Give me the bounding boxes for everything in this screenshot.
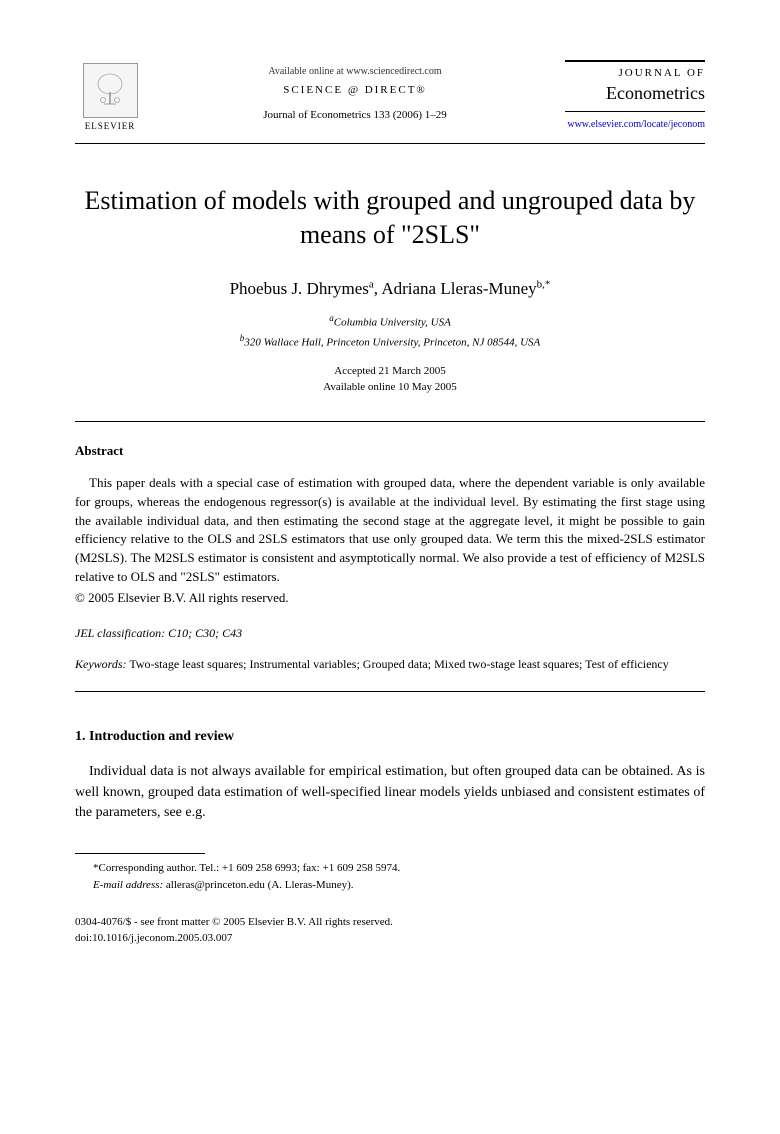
- corresponding-author-note: *Corresponding author. Tel.: +1 609 258 …: [75, 860, 705, 877]
- journal-title-box: JOURNAL OF Econometrics www.elsevier.com…: [565, 60, 705, 132]
- doi-line: doi:10.1016/j.jeconom.2005.03.007: [75, 931, 705, 946]
- publisher-name: ELSEVIER: [85, 120, 136, 133]
- abstract-copyright: © 2005 Elsevier B.V. All rights reserved…: [75, 589, 705, 607]
- section-1-heading: 1. Introduction and review: [75, 727, 705, 747]
- available-online-text: Available online at www.sciencedirect.co…: [145, 65, 565, 79]
- header-divider: [75, 143, 705, 144]
- keywords-line: Keywords: Two-stage least squares; Instr…: [75, 656, 705, 673]
- sd-text-1: SCIENCE: [283, 84, 343, 96]
- author-2-affil-sup: b,*: [537, 278, 551, 290]
- article-title: Estimation of models with grouped and un…: [75, 184, 705, 252]
- footnote-separator: [75, 853, 205, 854]
- article-dates: Accepted 21 March 2005 Available online …: [75, 363, 705, 396]
- jel-codes: C10; C30; C43: [168, 626, 242, 640]
- abstract-text: This paper deals with a special case of …: [75, 474, 705, 587]
- keywords-label: Keywords:: [75, 657, 127, 671]
- corresponding-email[interactable]: alleras@princeton.edu (A. Lleras-Muney).: [166, 879, 354, 891]
- author-2: Adriana Lleras-Muney: [381, 279, 536, 298]
- journal-of-text: JOURNAL OF: [565, 66, 705, 81]
- page-footer: 0304-4076/$ - see front matter © 2005 El…: [75, 915, 705, 946]
- sd-at-icon: @: [348, 84, 360, 96]
- author-1: Phoebus J. Dhrymes: [230, 279, 369, 298]
- publisher-logo: ELSEVIER: [75, 60, 145, 135]
- sd-text-2: DIRECT®: [365, 84, 427, 96]
- affiliation-a: Columbia University, USA: [334, 317, 451, 329]
- journal-name: Econometrics: [565, 81, 705, 106]
- accepted-date: Accepted 21 March 2005: [75, 363, 705, 380]
- authors-line: Phoebus J. Dhrymesa, Adriana Lleras-Mune…: [75, 277, 705, 301]
- abstract-bottom-divider: [75, 691, 705, 692]
- issn-line: 0304-4076/$ - see front matter © 2005 El…: [75, 915, 705, 930]
- author-1-affil-sup: a: [369, 278, 374, 290]
- jel-label: JEL classification:: [75, 626, 165, 640]
- affiliations: aColumbia University, USA b320 Wallace H…: [75, 312, 705, 350]
- jel-classification: JEL classification: C10; C30; C43: [75, 625, 705, 642]
- footnotes: *Corresponding author. Tel.: +1 609 258 …: [75, 860, 705, 893]
- elsevier-tree-icon: [83, 63, 138, 118]
- journal-reference: Journal of Econometrics 133 (2006) 1–29: [145, 108, 565, 123]
- header-center: Available online at www.sciencedirect.co…: [145, 60, 565, 124]
- online-date: Available online 10 May 2005: [75, 379, 705, 396]
- affiliation-b: 320 Wallace Hall, Princeton University, …: [244, 336, 540, 348]
- keywords-list: Two-stage least squares; Instrumental va…: [129, 657, 668, 671]
- abstract-heading: Abstract: [75, 442, 705, 460]
- science-direct-logo: SCIENCE @ DIRECT®: [145, 83, 565, 98]
- email-label: E-mail address:: [93, 879, 163, 891]
- section-1-body: Individual data is not always available …: [75, 762, 705, 823]
- abstract-top-divider: [75, 421, 705, 422]
- page-header: ELSEVIER Available online at www.science…: [75, 60, 705, 135]
- journal-url[interactable]: www.elsevier.com/locate/jeconom: [565, 118, 705, 132]
